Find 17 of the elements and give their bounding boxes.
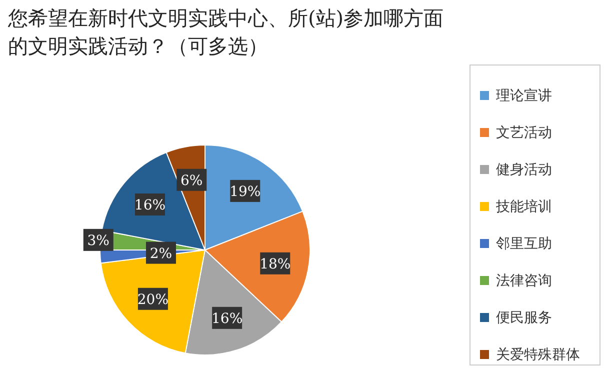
legend-label: 关爱特殊群体 <box>496 347 580 363</box>
legend-label: 理论宣讲 <box>496 88 552 104</box>
data-label: 20% <box>137 292 169 308</box>
data-label: 16% <box>134 197 166 214</box>
chart-title: 您希望在新时代文明实践中心、所(站)参加哪方面的文明实践活动？（可多选） <box>8 5 445 60</box>
legend-label: 法律咨询 <box>496 273 552 289</box>
legend-label: 邻里互助 <box>496 236 552 252</box>
data-label: 3% <box>87 232 110 249</box>
legend-label: 技能培训 <box>495 199 552 215</box>
data-label: 16% <box>212 310 243 327</box>
data-label: 18% <box>260 256 291 272</box>
data-label: 2% <box>150 246 172 262</box>
data-label: 19% <box>230 184 261 200</box>
legend-label: 文艺活动 <box>496 125 552 141</box>
legend-label: 健身活动 <box>496 162 552 178</box>
data-label: 6% <box>180 172 203 189</box>
legend-label: 便民服务 <box>496 310 552 326</box>
